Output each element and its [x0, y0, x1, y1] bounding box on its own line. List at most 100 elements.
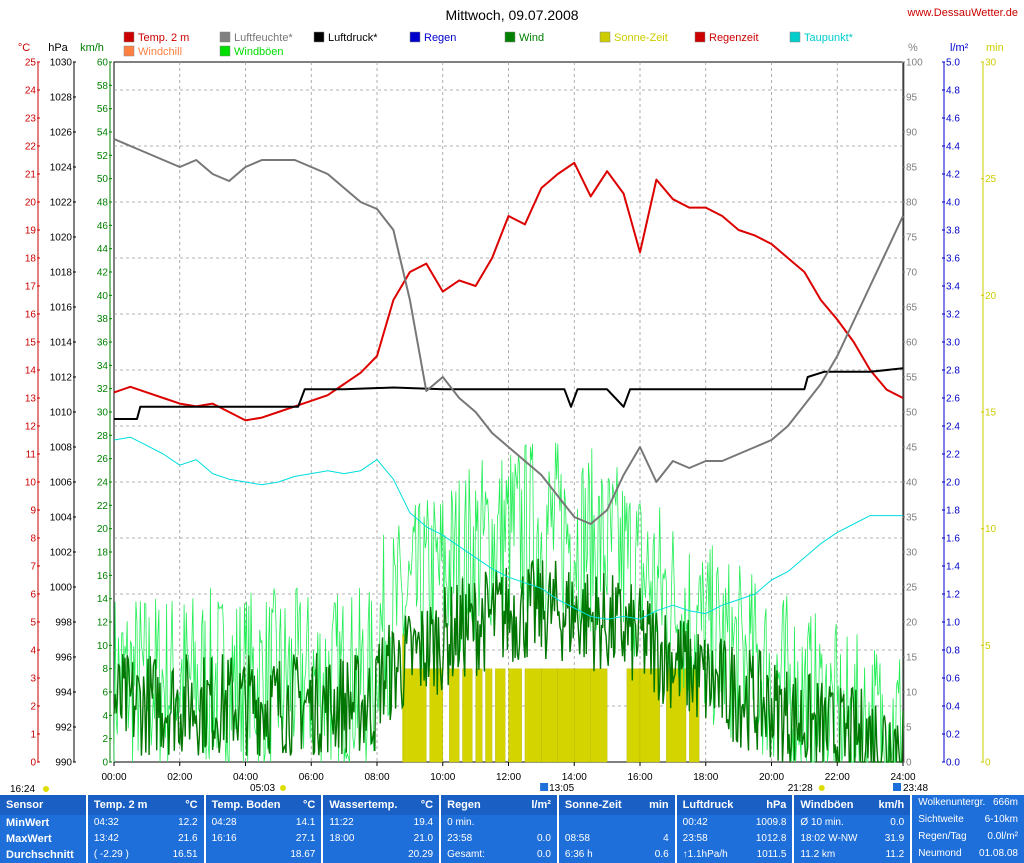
left-tick-label: 0	[30, 758, 36, 769]
luftdruck-max: 1012.8	[755, 833, 787, 844]
right-tick-label: 25	[985, 174, 997, 185]
moon-value: 01.08.08	[979, 848, 1018, 859]
legend-label: Taupunkt*	[804, 32, 854, 44]
left-tick-label: 1012	[50, 373, 73, 384]
left-tick-label: 18	[25, 254, 37, 265]
rain-day-value: 0.0l/m²	[987, 831, 1018, 842]
wasser-avg: 20.29	[408, 849, 434, 860]
regen-total: 0.0	[536, 849, 551, 860]
left-tick-label: 1026	[50, 128, 73, 139]
right-tick-label: 1.8	[946, 506, 960, 517]
legend-swatch	[599, 31, 611, 43]
right-tick-label: 10	[906, 688, 918, 699]
right-tick-label: 40	[906, 478, 918, 489]
legend-swatch	[123, 31, 135, 43]
regen-row1-label: 0 min.	[447, 817, 475, 828]
sunshine-bar	[524, 668, 542, 763]
right-tick-label: 50	[906, 408, 918, 419]
sunshine-bar	[557, 668, 575, 763]
right-tick-label: 25	[906, 583, 918, 594]
legend-label: Wind	[519, 32, 544, 44]
visibility-value: 6-10km	[984, 814, 1018, 825]
left-tick-label: 34	[97, 361, 109, 372]
right-axis-unit: min	[986, 42, 1004, 54]
wasser-unit: °C	[420, 799, 434, 811]
left-tick-label: 40	[97, 291, 109, 302]
regen-title: Regen	[447, 799, 481, 811]
left-tick-label: 32	[97, 384, 109, 395]
luftdruck-title: Luftdruck	[682, 799, 734, 811]
left-tick-label: 4	[102, 711, 108, 722]
sonne-title: Sonne-Zeit	[564, 799, 622, 811]
right-tick-label: 1.6	[946, 534, 960, 545]
luftdruck-max-time: 23:58	[682, 833, 708, 844]
left-tick-label: 15	[25, 338, 37, 349]
right-tick-label: 20	[906, 618, 918, 629]
left-tick-label: 21	[25, 170, 37, 181]
left-tick-label: 23	[25, 114, 37, 125]
luftdruck-min: 1009.8	[755, 817, 787, 828]
left-tick-label: 16	[25, 310, 37, 321]
windboeen-max-time: 18:02 W-NW	[800, 833, 858, 844]
weather-chart: Mittwoch, 09.07.2008 www.DessauWetter.de…	[10, 7, 1018, 795]
moon-icon	[43, 786, 49, 792]
sunshine-bar	[449, 668, 460, 763]
left-tick-label: 44	[97, 244, 109, 255]
sunshine-bar	[429, 668, 443, 763]
left-tick-label: 5	[30, 618, 36, 629]
series-line-luftdruck-	[114, 367, 904, 420]
sonne-avg: 0.6	[654, 849, 669, 860]
left-tick-label: 11	[26, 450, 37, 461]
left-tick-label: 1002	[50, 548, 73, 559]
right-tick-label: 0.4	[946, 702, 960, 713]
sunshine-bar	[541, 668, 558, 763]
right-tick-label: 2.6	[946, 394, 960, 405]
right-tick-label: 65	[906, 303, 918, 314]
right-tick-label: 3.8	[946, 226, 960, 237]
left-tick-label: 1000	[50, 583, 73, 594]
left-tick-label: 18	[97, 548, 109, 559]
right-tick-label: 2.2	[946, 450, 960, 461]
windboeen-avg10-label: Ø 10 min.	[800, 817, 844, 828]
sonne-max-time: 08:58	[564, 833, 590, 844]
left-tick-label: 58	[97, 81, 109, 92]
right-tick-label: 15	[985, 408, 997, 419]
stats-tempboden: Temp. Boden °C 04:28 14.1 16:16 27.1 18.67	[205, 795, 324, 863]
right-tick-label: 60	[906, 338, 918, 349]
stats-luftdruck: Luftdruck hPa 00:42 1009.8 23:58 1012.8 ↑1.…	[676, 795, 795, 863]
left-tick-label: 22	[97, 501, 109, 512]
temp2m-min-time: 04:32	[93, 817, 119, 828]
right-tick-label: 20	[985, 291, 997, 302]
left-tick-label: 996	[55, 653, 72, 664]
left-tick-label: 1	[30, 730, 36, 741]
moon-label: Neumond	[918, 848, 962, 859]
right-tick-label: 2.8	[946, 366, 960, 377]
right-tick-label: 3.4	[946, 282, 960, 293]
site-link[interactable]: www.DessauWetter.de	[907, 7, 1018, 19]
tempboden-title: Temp. Boden	[211, 799, 281, 811]
x-tick-label: 24:00	[890, 772, 915, 783]
left-tick-label: 22	[25, 142, 37, 153]
left-tick-label: 4	[30, 646, 36, 657]
right-tick-label: 4.0	[946, 198, 960, 209]
right-tick-label: 0.6	[946, 674, 960, 685]
right-tick-label: 5	[906, 723, 912, 734]
legend: Temp. 2 m Luftfeuchte* Luftdruck* Regen Wind…	[123, 31, 854, 58]
legend-swatch	[313, 31, 325, 43]
left-tick-label: 46	[97, 221, 109, 232]
left-tick-label: 17	[25, 282, 37, 293]
left-tick-label: 1020	[50, 233, 73, 244]
left-tick-label: 6	[102, 688, 108, 699]
left-tick-label: 992	[55, 723, 72, 734]
left-tick-label: 994	[55, 688, 72, 699]
regen-row2-label: 23:58	[447, 833, 473, 844]
sensor-title: Sensor	[6, 799, 44, 811]
temp2m-max-time: 13:42	[93, 833, 119, 844]
noon-icon	[540, 783, 549, 791]
legend-swatch	[219, 31, 231, 43]
legend-label: Regen	[424, 32, 456, 44]
right-tick-label: 30	[985, 58, 997, 69]
stats-sensor: Sensor MinWert MaxWert Durchschnitt	[0, 795, 88, 863]
windboeen-unit: km/h	[878, 799, 905, 811]
x-tick-label: 10:00	[430, 772, 455, 783]
